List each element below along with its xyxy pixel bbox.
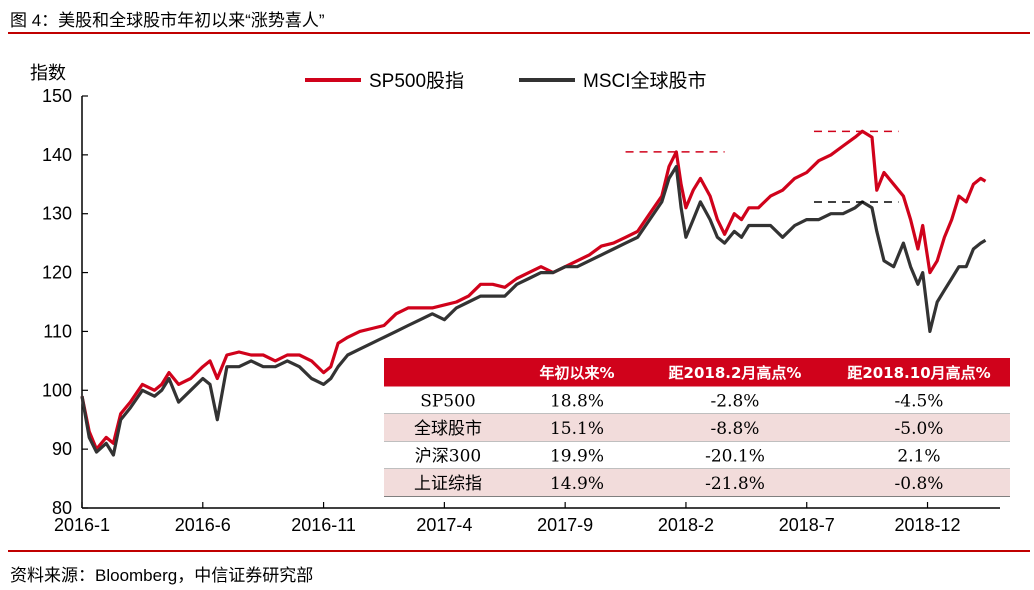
table-cell: -2.8% bbox=[711, 392, 760, 412]
table-header-cell: 距2018.10月高点% bbox=[847, 364, 990, 382]
table-cell: 上证综指 bbox=[414, 474, 482, 494]
table-cell: 14.9% bbox=[550, 474, 604, 494]
y-tick-label: 100 bbox=[42, 380, 72, 400]
table-cell: 2.1% bbox=[897, 447, 940, 467]
table-cell: 全球股市 bbox=[414, 419, 482, 439]
table-row bbox=[384, 441, 1010, 469]
table-cell: 19.9% bbox=[550, 447, 604, 467]
y-axis-title: 指数 bbox=[30, 63, 66, 83]
x-tick-label: 2017-9 bbox=[537, 515, 593, 535]
table-header-row bbox=[384, 358, 1010, 387]
table-cell: -4.5% bbox=[895, 392, 944, 412]
legend-label-msci: MSCI全球股市 bbox=[583, 70, 707, 92]
table-row bbox=[384, 469, 1010, 497]
source-divider bbox=[8, 550, 1030, 552]
x-tick-label: 2018-7 bbox=[779, 515, 835, 535]
sp500-line bbox=[80, 129, 987, 451]
msci-line bbox=[80, 165, 987, 457]
y-tick-label: 80 bbox=[52, 498, 72, 518]
x-tick-label: 2018-12 bbox=[894, 515, 960, 535]
x-tick-label: 2016-11 bbox=[291, 515, 356, 535]
figure-title: 图 4：美股和全球股市年初以来“涨势喜人” bbox=[10, 11, 325, 30]
chart-canvas: 80 90 100 110 120 130 140 150 指数 2016-1 2016-6 2016… bbox=[30, 63, 1010, 535]
table-cell: -21.8% bbox=[705, 474, 765, 494]
y-tick-label: 140 bbox=[42, 145, 72, 165]
table-cell: 15.1% bbox=[550, 419, 604, 439]
source-note: 资料来源：Bloomberg，中信证券研究部 bbox=[10, 566, 314, 585]
table-row bbox=[384, 414, 1010, 442]
table-cell: -8.8% bbox=[711, 419, 760, 439]
x-tick-label: 2016-1 bbox=[54, 515, 110, 535]
legend-label-sp500: SP500股指 bbox=[369, 70, 464, 92]
title-divider bbox=[8, 32, 1030, 34]
table-row bbox=[384, 386, 1010, 414]
y-tick-label: 90 bbox=[52, 439, 72, 459]
table-header-cell: 年初以来% bbox=[539, 364, 614, 382]
table-header-cell: 距2018.2月高点% bbox=[669, 364, 802, 382]
table-cell: -0.8% bbox=[895, 474, 944, 494]
table-cell: -5.0% bbox=[895, 419, 944, 439]
table-cell: -20.1% bbox=[705, 447, 765, 467]
y-tick-label: 130 bbox=[42, 204, 72, 224]
y-tick-label: 150 bbox=[42, 86, 72, 106]
table-cell: SP500 bbox=[420, 392, 476, 412]
table-cell: 18.8% bbox=[550, 392, 604, 412]
x-tick-label: 2018-2 bbox=[658, 515, 714, 535]
y-tick-label: 110 bbox=[43, 321, 72, 341]
y-tick-label: 120 bbox=[42, 263, 72, 283]
table-cell: 沪深300 bbox=[415, 447, 481, 467]
x-tick-label: 2017-4 bbox=[416, 515, 472, 535]
x-tick-label: 2016-6 bbox=[175, 515, 231, 535]
